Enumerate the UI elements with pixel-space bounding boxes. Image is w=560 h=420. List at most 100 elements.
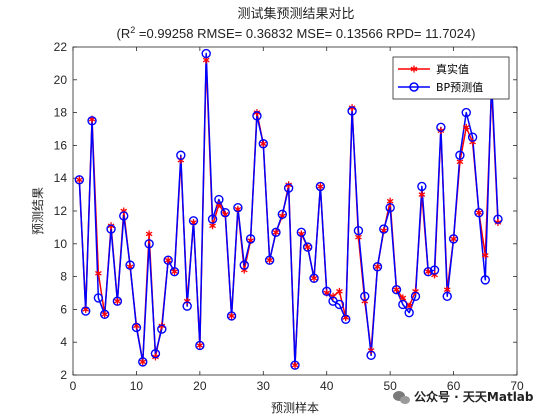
data-point-pred xyxy=(163,255,173,265)
data-point-pred xyxy=(271,227,281,238)
data-point-true xyxy=(450,235,457,243)
y-axis-label: 预测结果 xyxy=(31,187,45,235)
x-tick-label: 30 xyxy=(257,379,271,393)
axes-box xyxy=(72,46,518,376)
data-point-true xyxy=(139,358,147,366)
data-point-true xyxy=(304,243,312,251)
data-point-pred xyxy=(252,111,262,121)
data-point-true xyxy=(196,341,204,349)
data-point-true xyxy=(393,286,400,294)
data-point-pred xyxy=(131,322,142,333)
data-point-pred xyxy=(391,285,402,295)
data-point-pred xyxy=(417,181,427,192)
y-tick-label: 22 xyxy=(54,40,68,54)
x-tick-label: 60 xyxy=(447,379,461,393)
legend-asterisk xyxy=(410,65,418,73)
data-point-pred xyxy=(277,209,288,219)
data-point-pred xyxy=(201,48,211,59)
x-tick-label: 0 xyxy=(70,379,77,393)
data-point-pred xyxy=(80,306,91,316)
data-point-pred xyxy=(480,275,490,285)
data-point-true xyxy=(228,312,235,320)
x-tick-label: 10 xyxy=(130,379,144,393)
data-point-pred xyxy=(144,239,154,249)
data-point-pred xyxy=(493,214,503,224)
data-point-true xyxy=(272,228,280,236)
data-point-pred xyxy=(404,307,414,318)
data-point-pred xyxy=(157,324,167,334)
data-point-pred xyxy=(138,357,148,367)
data-point-pred xyxy=(283,183,294,193)
legend-label-true: 真实值 xyxy=(436,62,469,76)
legend-label-pred: BP预测值 xyxy=(436,81,483,94)
data-point-true xyxy=(164,256,172,264)
data-point-pred xyxy=(195,340,205,351)
legend: 真实值 BP预测值 xyxy=(392,56,510,100)
chart-title: 测试集预测结果对比 xyxy=(237,6,354,22)
data-point-true xyxy=(462,123,470,131)
y-tick-label: 8 xyxy=(60,270,67,284)
y-tick-label: 2 xyxy=(60,368,67,382)
data-point-pred xyxy=(448,234,459,244)
data-point-pred xyxy=(474,207,484,218)
data-point-pred xyxy=(74,175,85,185)
data-point-true xyxy=(348,104,356,112)
data-point-pred xyxy=(245,234,256,244)
y-tick-label: 12 xyxy=(54,204,68,218)
data-point-true xyxy=(310,274,318,282)
data-point-pred xyxy=(169,266,180,277)
data-point-pred xyxy=(360,291,370,301)
x-axis-ticks: 0 10 20 30 40 50 60 70 xyxy=(70,47,524,393)
legend-marker-true xyxy=(410,65,418,73)
y-tick-label: 10 xyxy=(54,237,68,251)
data-point-true xyxy=(285,181,293,189)
data-point-pred xyxy=(467,132,478,142)
y-tick-label: 16 xyxy=(54,138,68,152)
data-point-true xyxy=(336,287,343,295)
x-tick-label: 40 xyxy=(320,379,334,393)
data-point-true xyxy=(101,310,109,318)
data-point-pred xyxy=(106,224,116,234)
x-tick-label: 70 xyxy=(510,379,524,393)
data-point-true xyxy=(107,222,115,230)
data-point-true xyxy=(158,322,166,330)
data-point-pred xyxy=(436,122,446,133)
x-axis-label: 预测样本 xyxy=(271,400,319,415)
data-point-true xyxy=(494,218,502,226)
data-point-pred xyxy=(429,265,440,275)
x-tick-label: 20 xyxy=(193,379,207,393)
data-point-pred xyxy=(315,181,326,192)
data-point-pred xyxy=(220,207,230,218)
data-point-pred xyxy=(322,286,332,297)
chart-subtitle: (R2 =0.99258 RMSE= 0.36832 MSE= 0.13566 … xyxy=(117,25,476,41)
data-point-pred xyxy=(372,262,383,272)
data-point-pred xyxy=(239,260,249,270)
watermark-text: 公众号 · 天天Matlab xyxy=(414,389,534,404)
data-point-pred xyxy=(334,299,345,310)
y-tick-label: 6 xyxy=(60,302,67,316)
data-point-true xyxy=(475,209,483,217)
data-point-pred xyxy=(264,255,275,265)
data-point-true xyxy=(95,269,102,277)
data-point-true xyxy=(374,263,381,271)
y-tick-label: 4 xyxy=(60,335,67,349)
subtitle-superscript: 2 xyxy=(130,25,135,35)
data-point-true xyxy=(152,353,159,361)
data-point-true xyxy=(437,127,445,135)
data-point-true xyxy=(266,256,273,264)
data-point-true xyxy=(75,176,83,184)
data-point-pred xyxy=(125,260,135,270)
data-point-pred xyxy=(461,107,471,118)
data-point-pred xyxy=(100,309,110,320)
legend-box xyxy=(392,56,510,100)
wechat-icon xyxy=(393,391,410,404)
data-point-pred xyxy=(353,225,364,236)
series-layer xyxy=(74,48,503,370)
y-tick-label: 18 xyxy=(54,106,68,120)
data-point-pred xyxy=(214,194,224,205)
data-point-true xyxy=(481,251,489,259)
data-point-pred xyxy=(207,214,218,224)
data-point-pred xyxy=(385,203,395,213)
data-point-pred xyxy=(226,311,237,321)
